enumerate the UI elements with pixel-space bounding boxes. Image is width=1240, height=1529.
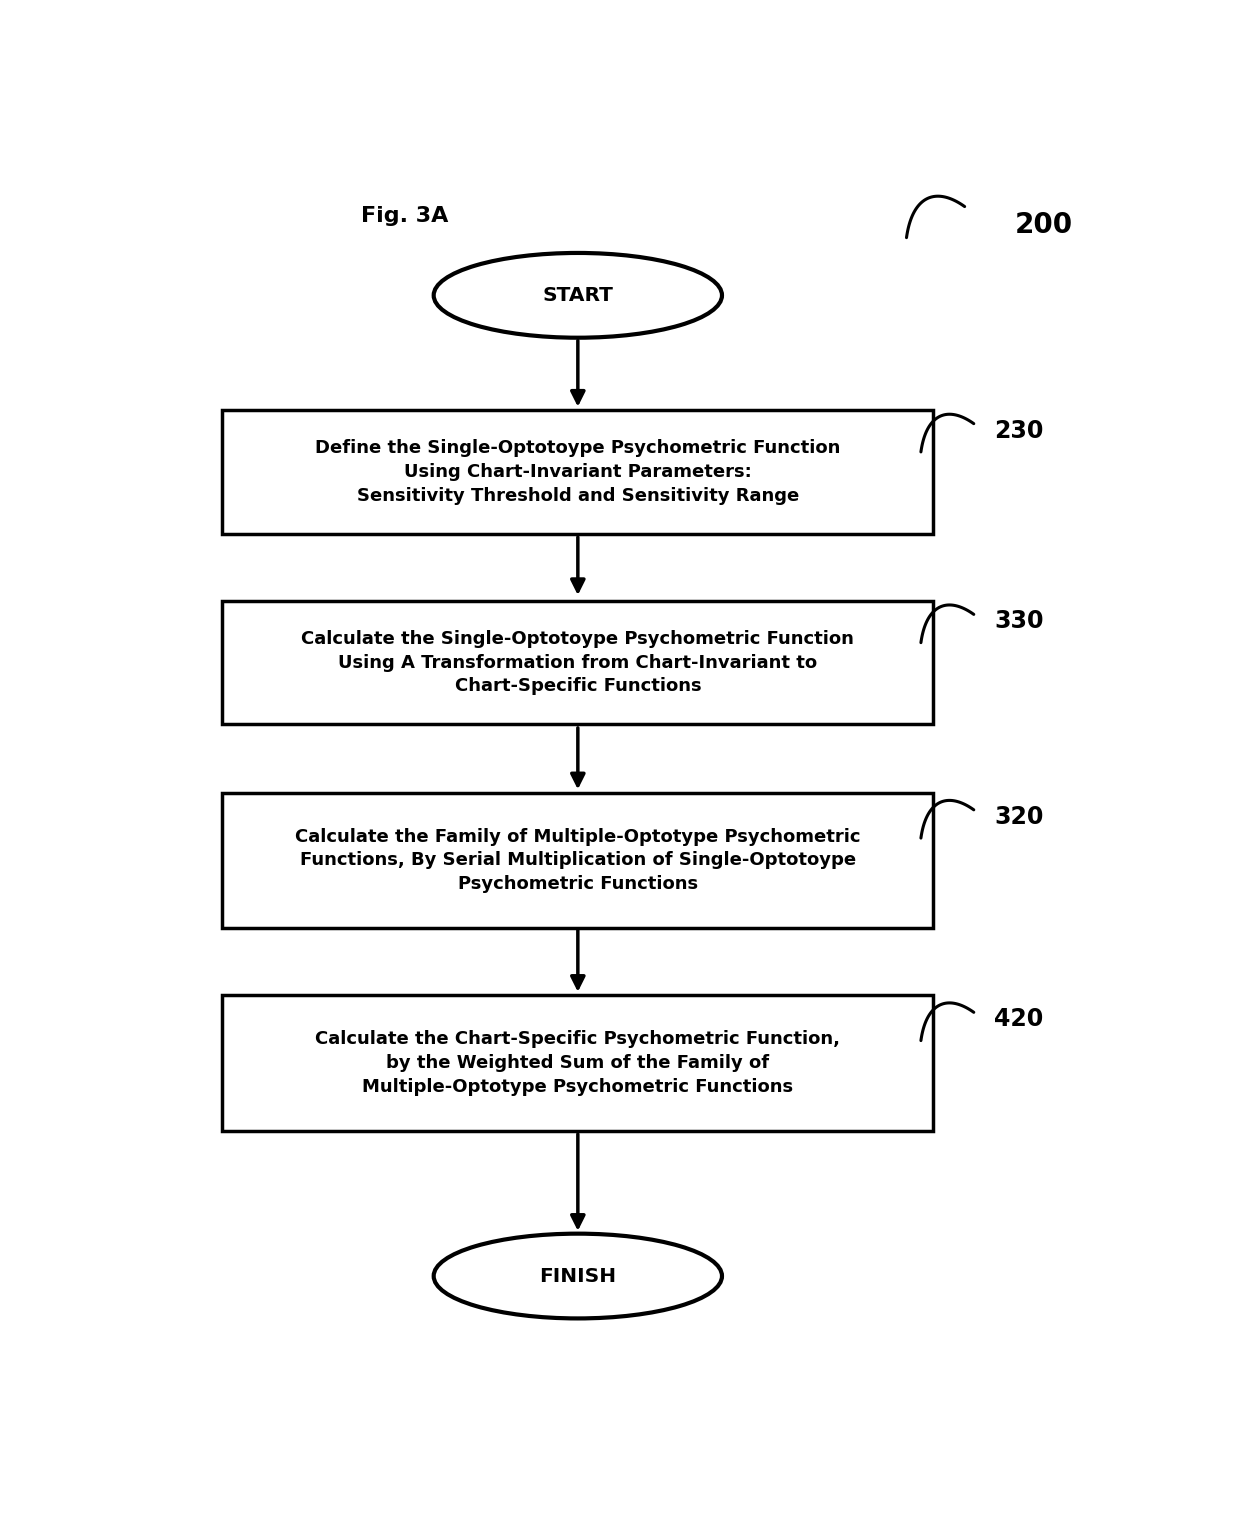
Text: 330: 330 [994, 610, 1043, 633]
Text: 230: 230 [994, 419, 1043, 443]
Text: Calculate the Family of Multiple-Optotype Psychometric
Functions, By Serial Mult: Calculate the Family of Multiple-Optotyp… [295, 827, 861, 893]
FancyBboxPatch shape [222, 601, 934, 725]
FancyBboxPatch shape [222, 995, 934, 1130]
Text: 420: 420 [994, 1008, 1043, 1032]
Text: Fig. 3A: Fig. 3A [361, 206, 449, 226]
Text: 320: 320 [994, 804, 1043, 829]
Text: 200: 200 [1016, 211, 1074, 239]
Text: START: START [542, 286, 614, 304]
Text: Calculate the Single-Optotoype Psychometric Function
Using A Transformation from: Calculate the Single-Optotoype Psychomet… [301, 630, 854, 696]
Text: Calculate the Chart-Specific Psychometric Function,
by the Weighted Sum of the F: Calculate the Chart-Specific Psychometri… [315, 1031, 841, 1096]
Ellipse shape [434, 252, 722, 338]
Ellipse shape [434, 1234, 722, 1318]
FancyBboxPatch shape [222, 410, 934, 534]
FancyBboxPatch shape [222, 792, 934, 928]
Text: FINISH: FINISH [539, 1266, 616, 1286]
Text: Define the Single-Optotoype Psychometric Function
Using Chart-Invariant Paramete: Define the Single-Optotoype Psychometric… [315, 439, 841, 505]
